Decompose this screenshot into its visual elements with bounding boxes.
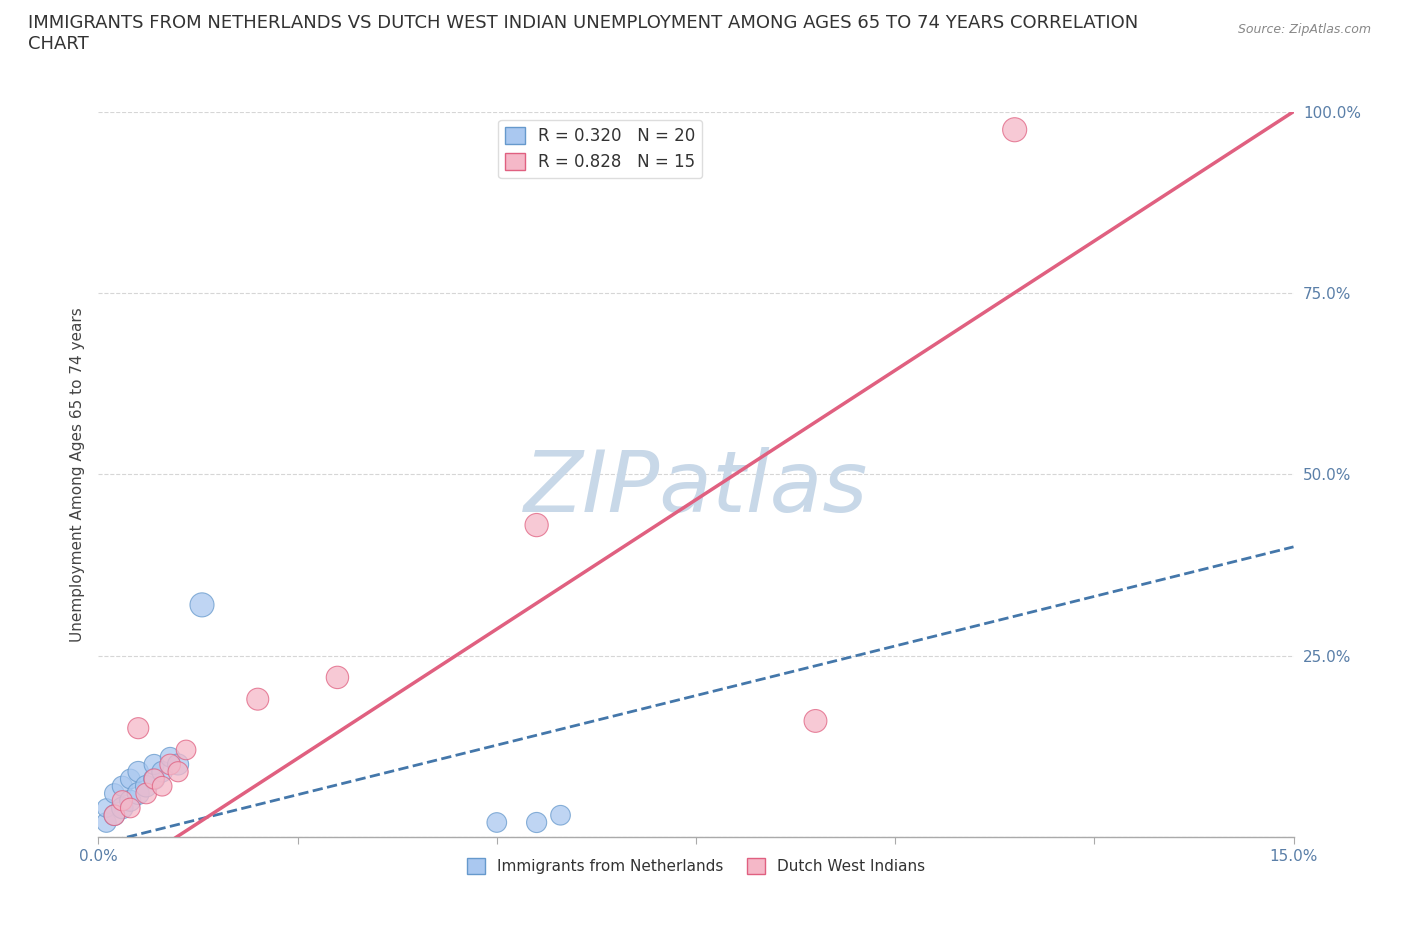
Point — [191, 597, 214, 612]
Point — [120, 801, 142, 816]
Text: Source: ZipAtlas.com: Source: ZipAtlas.com — [1237, 23, 1371, 36]
Point — [127, 764, 149, 779]
Point — [143, 757, 166, 772]
Point — [135, 786, 157, 801]
Point — [103, 786, 125, 801]
Legend: Immigrants from Netherlands, Dutch West Indians: Immigrants from Netherlands, Dutch West … — [461, 852, 931, 880]
Point — [150, 764, 173, 779]
Point — [150, 778, 173, 793]
Point — [96, 801, 118, 816]
Point — [103, 808, 125, 823]
Point — [167, 757, 190, 772]
Point — [485, 815, 508, 830]
Point — [127, 721, 149, 736]
Point — [167, 764, 190, 779]
Point — [174, 742, 197, 757]
Point — [159, 757, 181, 772]
Point — [111, 801, 134, 816]
Point — [159, 750, 181, 764]
Point — [120, 793, 142, 808]
Text: CHART: CHART — [28, 35, 89, 53]
Point — [111, 793, 134, 808]
Text: IMMIGRANTS FROM NETHERLANDS VS DUTCH WEST INDIAN UNEMPLOYMENT AMONG AGES 65 TO 7: IMMIGRANTS FROM NETHERLANDS VS DUTCH WES… — [28, 14, 1139, 32]
Point — [127, 786, 149, 801]
Point — [526, 815, 548, 830]
Point — [120, 772, 142, 787]
Y-axis label: Unemployment Among Ages 65 to 74 years: Unemployment Among Ages 65 to 74 years — [69, 307, 84, 642]
Point — [143, 772, 166, 787]
Point — [246, 692, 269, 707]
Point — [103, 808, 125, 823]
Point — [326, 670, 349, 684]
Point — [550, 808, 572, 823]
Text: ZIPatlas: ZIPatlas — [524, 447, 868, 530]
Point — [1004, 123, 1026, 138]
Point — [111, 778, 134, 793]
Point — [143, 772, 166, 787]
Point — [526, 518, 548, 533]
Point — [804, 713, 827, 728]
Point — [96, 815, 118, 830]
Point — [135, 778, 157, 793]
